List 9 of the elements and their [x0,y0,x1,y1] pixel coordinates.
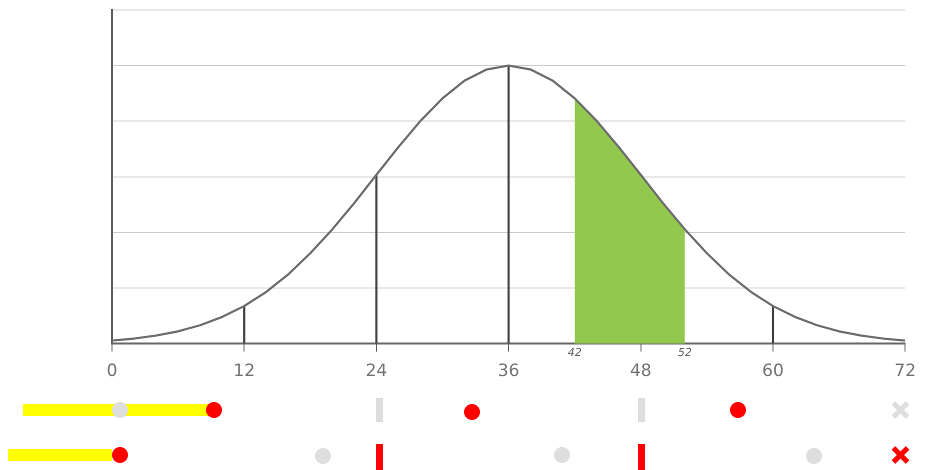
x-tick-label: 36 [498,361,520,382]
x-tick-label: 60 [762,361,784,382]
text: 52 [678,346,692,359]
x-tick-label: 24 [366,361,388,382]
text: 42 [568,346,582,359]
x-tick-label: 0 [106,361,118,382]
x-tick-label: 72 [894,361,916,382]
x-tick-label: 48 [630,361,652,382]
x-tick-label: 12 [233,361,256,382]
